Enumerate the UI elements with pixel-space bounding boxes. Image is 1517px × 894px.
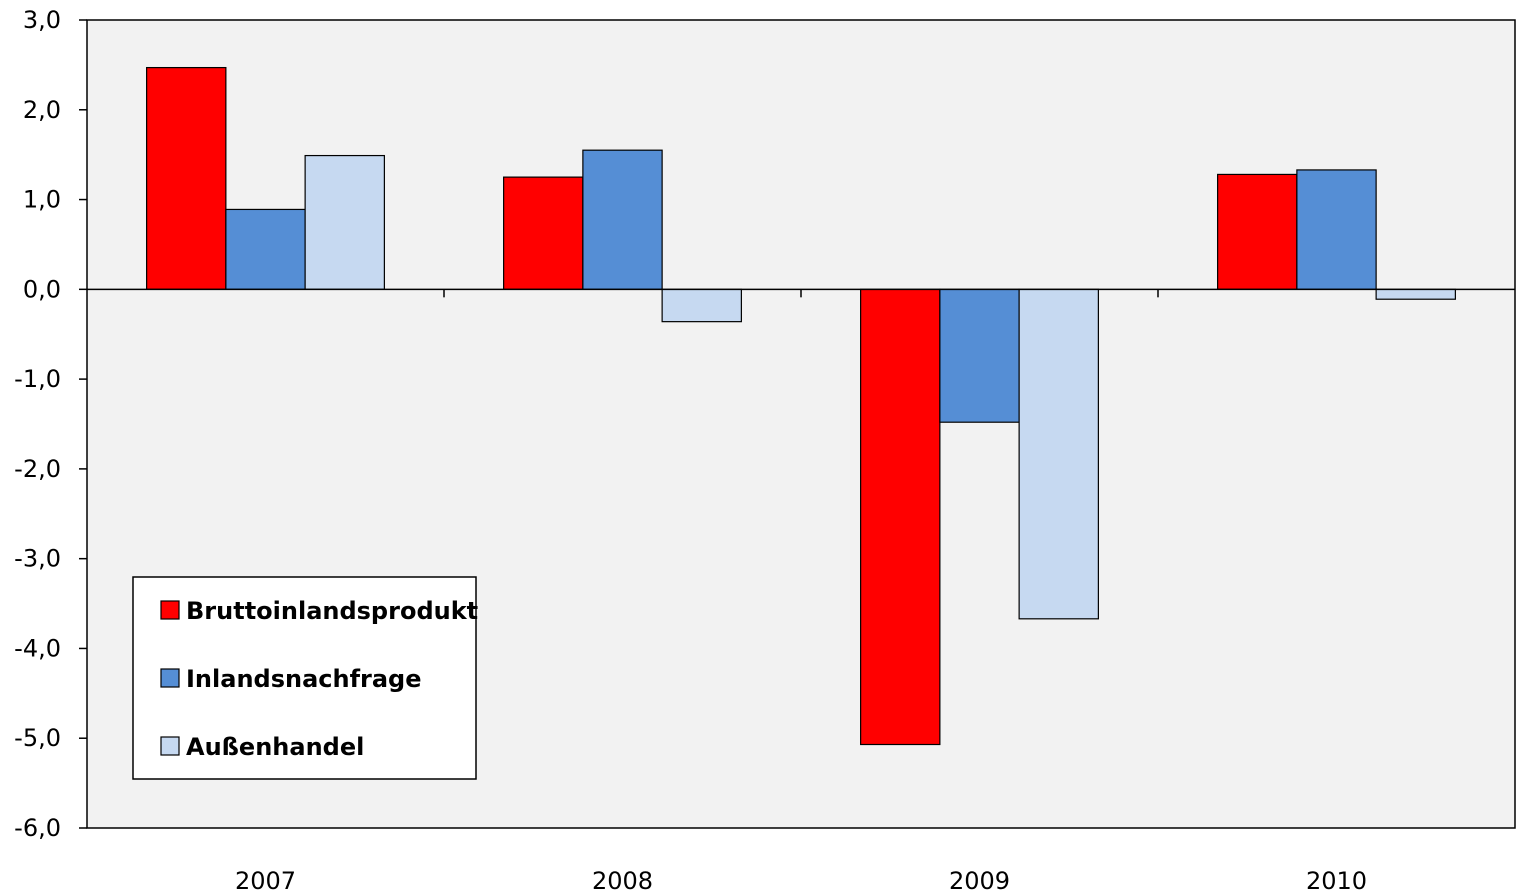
bar (860, 288, 941, 746)
y-tick-label: 3,0 (23, 6, 61, 34)
bar (1375, 288, 1456, 300)
x-tick-label: 2009 (949, 867, 1010, 894)
bar (146, 66, 227, 290)
legend-swatch (160, 668, 180, 688)
bar (503, 176, 584, 290)
legend-box (132, 576, 477, 780)
bar (939, 288, 1020, 423)
y-tick-label: -2,0 (14, 455, 61, 483)
legend-swatch (160, 736, 180, 756)
legend-swatch (160, 600, 180, 620)
bar (1296, 169, 1377, 290)
y-tick-label: -3,0 (14, 545, 61, 573)
legend-label: Bruttoinlandsprodukt (186, 597, 478, 625)
x-axis: 2007 2008 2009 2010 (235, 289, 1367, 894)
bar (582, 149, 663, 290)
bar (304, 154, 385, 290)
y-tick-label: -1,0 (14, 365, 61, 393)
legend-label: Außenhandel (186, 733, 364, 761)
y-axis: 3,0 2,0 1,0 0,0 -1,0 -2,0 -3,0 -4,0 -5,0 -6,0 (14, 6, 87, 842)
y-tick-label: 2,0 (23, 96, 61, 124)
x-tick-label: 2008 (592, 867, 653, 894)
bar (225, 208, 306, 290)
y-tick-label: 0,0 (23, 275, 61, 303)
bar (1018, 288, 1099, 620)
bar (1217, 173, 1298, 290)
x-tick-label: 2007 (235, 867, 296, 894)
y-tick-label: -6,0 (14, 814, 61, 842)
legend-label: Inlandsnachfrage (186, 665, 422, 693)
y-tick-label: -5,0 (14, 724, 61, 752)
y-tick-label: 1,0 (23, 186, 61, 214)
bars (146, 66, 1456, 746)
x-tick-label: 2010 (1306, 867, 1367, 894)
y-tick-label: -4,0 (14, 634, 61, 662)
legend: Bruttoinlandsprodukt Inlandsnachfrage Auße… (132, 576, 478, 780)
bar (661, 288, 742, 323)
